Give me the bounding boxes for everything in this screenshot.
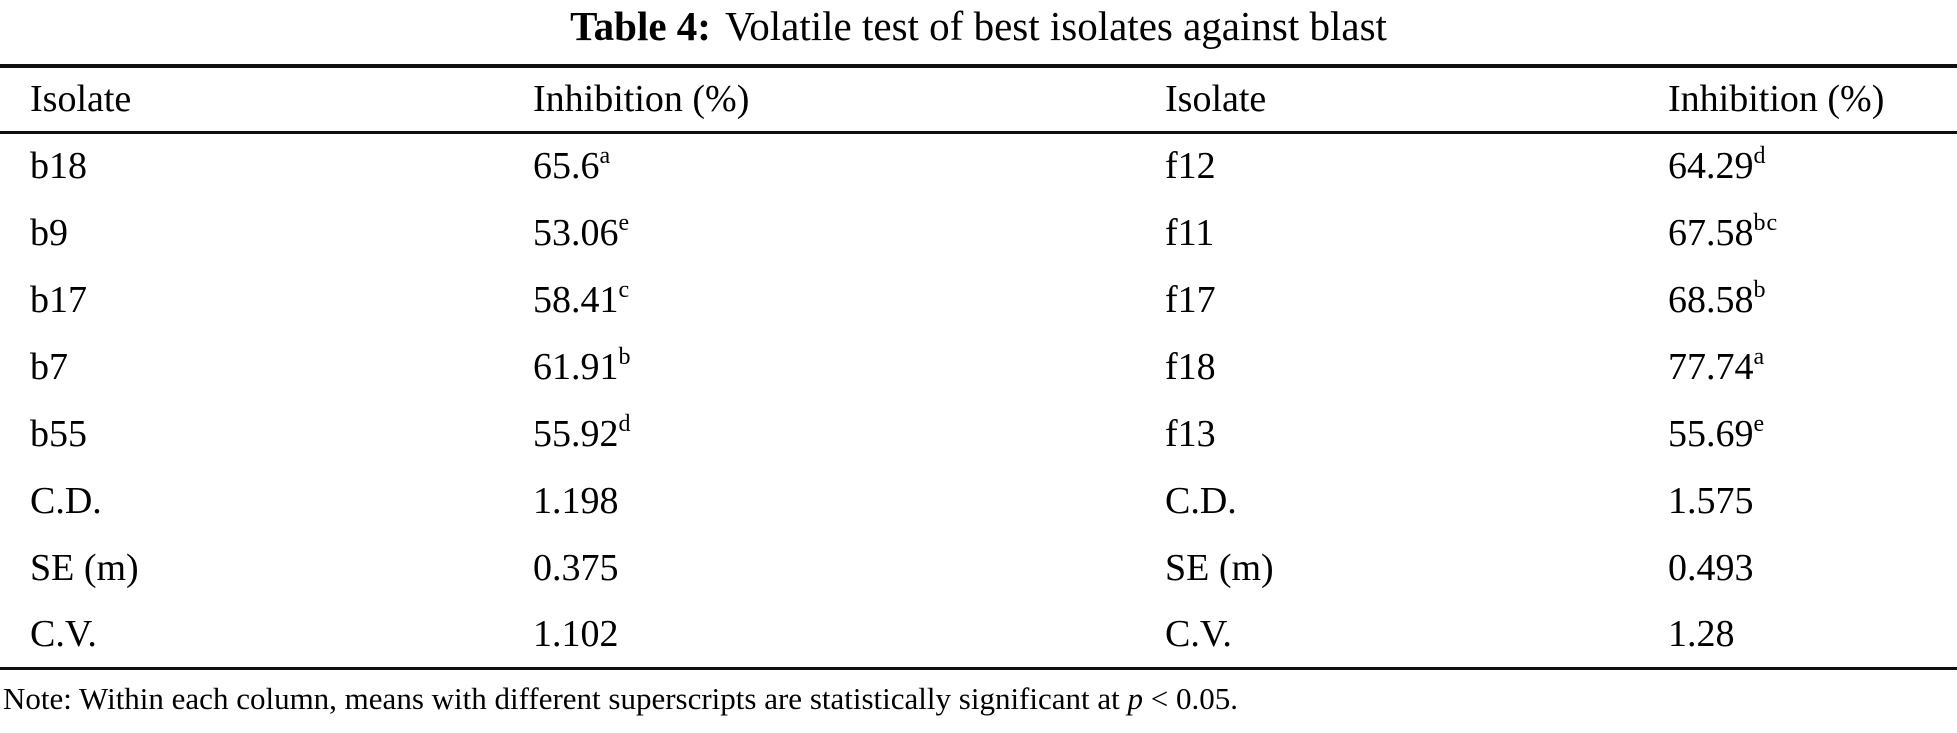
stat-value-cell: 0.375	[503, 534, 1135, 601]
isolate-cell: f12	[1165, 145, 1216, 188]
stat-value: 1.28	[1668, 612, 1735, 655]
inhibition-value: 58.41	[533, 278, 619, 321]
stat-label-cell: SE (m)	[1165, 546, 1274, 589]
stat-label-cell: C.D.	[30, 479, 102, 522]
inhibition-value: 65.6	[533, 145, 600, 188]
inhibition-cell: 68.58b	[1638, 266, 1957, 333]
stat-value-cell: 1.102	[503, 601, 1135, 668]
stat-value-cell: 1.198	[503, 467, 1135, 534]
inhibition-cell: 55.69e	[1638, 400, 1957, 467]
isolate-cell: f13	[1165, 412, 1216, 455]
inhibition-value: 77.74	[1668, 345, 1754, 388]
significance-superscript: b	[618, 343, 632, 370]
inhibition-cell: 55.92d	[503, 400, 1135, 467]
inhibition-value: 67.58	[1668, 211, 1754, 254]
table-row: b55 55.92d f13 55.69e	[0, 400, 1957, 467]
isolate-cell: b18	[30, 145, 87, 188]
inhibition-cell: 65.6a	[503, 132, 1135, 199]
significance-superscript: d	[618, 410, 632, 437]
inhibition-cell: 67.58bc	[1638, 199, 1957, 266]
stat-label-cell: SE (m)	[30, 546, 139, 589]
isolate-cell: f11	[1165, 211, 1215, 254]
significance-superscript: a	[1753, 343, 1766, 370]
table-row: C.D. 1.198 C.D. 1.575	[0, 467, 1957, 534]
inhibition-value: 55.69	[1668, 412, 1754, 455]
table-row: b18 65.6a f12 64.29d	[0, 132, 1957, 199]
isolate-cell: f17	[1165, 278, 1216, 321]
inhibition-cell: 61.91b	[503, 333, 1135, 400]
stat-value: 1.102	[533, 612, 619, 655]
p-value-symbol: p	[1127, 680, 1144, 716]
table-row: b17 58.41c f17 68.58b	[0, 266, 1957, 333]
table-header-row: Isolate Inhibition (%) Isolate Inhibitio…	[0, 66, 1957, 134]
table-note: Note: Within each column, means with dif…	[0, 680, 1957, 718]
inhibition-value: 61.91	[533, 345, 619, 388]
stat-value: 0.493	[1668, 546, 1754, 589]
results-table: Isolate Inhibition (%) Isolate Inhibitio…	[0, 64, 1957, 670]
significance-superscript: b	[1753, 276, 1767, 303]
table-row: b9 53.06e f11 67.58bc	[0, 199, 1957, 266]
significance-superscript: c	[618, 276, 631, 303]
stat-label-cell: C.D.	[1165, 479, 1237, 522]
isolate-cell: f18	[1165, 345, 1216, 388]
isolate-cell: b7	[30, 345, 68, 388]
significance-superscript: e	[1753, 410, 1766, 437]
inhibition-value: 55.92	[533, 412, 619, 455]
table-title-text: Volatile test of best isolates against b…	[724, 3, 1387, 49]
isolate-cell: b17	[30, 278, 87, 321]
inhibition-cell: 58.41c	[503, 266, 1135, 333]
isolate-cell: b9	[30, 211, 68, 254]
inhibition-cell: 64.29d	[1638, 132, 1957, 199]
table-row: SE (m) 0.375 SE (m) 0.493	[0, 534, 1957, 601]
inhibition-value: 68.58	[1668, 278, 1754, 321]
stat-label-cell: C.V.	[30, 612, 97, 655]
stat-value-cell: 1.575	[1638, 467, 1957, 534]
significance-superscript: d	[1753, 143, 1767, 170]
column-header-inhibition-right: Inhibition (%)	[1638, 66, 1957, 134]
stat-value-cell: 0.493	[1638, 534, 1957, 601]
table-row: b7 61.91b f18 77.74a	[0, 333, 1957, 400]
inhibition-value: 53.06	[533, 211, 619, 254]
stat-label-cell: C.V.	[1165, 612, 1232, 655]
table-title: Table 4: Volatile test of best isolates a…	[0, 2, 1957, 50]
table-note-prefix: Note: Within each column, means with dif…	[3, 680, 1128, 716]
inhibition-value: 64.29	[1668, 145, 1754, 188]
stat-value: 1.575	[1668, 479, 1754, 522]
table-row: C.V. 1.102 C.V. 1.28	[0, 601, 1957, 668]
stat-value: 1.198	[533, 479, 619, 522]
inhibition-cell: 77.74a	[1638, 333, 1957, 400]
isolate-cell: b55	[30, 412, 87, 455]
significance-superscript: e	[618, 209, 631, 236]
significance-superscript: bc	[1753, 209, 1779, 236]
table-title-label: Table 4:	[570, 3, 711, 49]
column-header-inhibition-left: Inhibition (%)	[503, 66, 1135, 134]
table-note-suffix: < 0.05.	[1143, 680, 1238, 716]
stat-value: 0.375	[533, 546, 619, 589]
significance-superscript: a	[599, 143, 612, 170]
stat-value-cell: 1.28	[1638, 601, 1957, 668]
inhibition-cell: 53.06e	[503, 199, 1135, 266]
column-header-isolate-right: Isolate	[1135, 66, 1638, 134]
column-header-isolate-left: Isolate	[0, 66, 503, 134]
